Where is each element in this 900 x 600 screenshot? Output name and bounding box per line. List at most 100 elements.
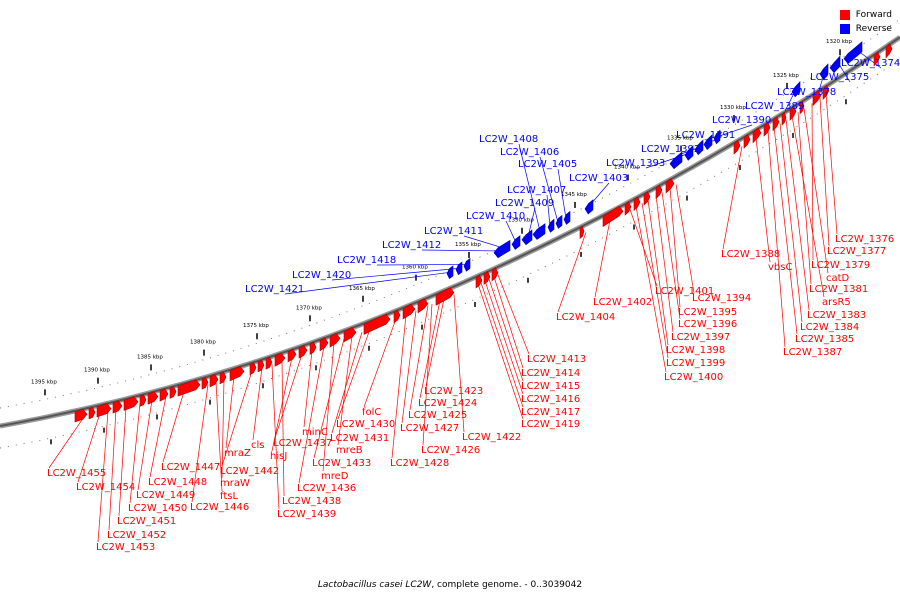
reverse-gene-arrow[interactable] [703, 134, 713, 150]
reverse-gene-arrow[interactable] [555, 214, 563, 229]
forward-gene-arrow[interactable] [147, 391, 159, 405]
forward-gene-arrow[interactable] [329, 333, 341, 348]
forward-gene-arrow[interactable] [483, 271, 491, 285]
forward-gene-arrow[interactable] [112, 400, 123, 414]
forward-gene-arrow[interactable] [752, 127, 762, 144]
gene-label: LC2W_1393 [606, 158, 665, 169]
forward-gene-arrow[interactable] [772, 116, 780, 132]
forward-gene-arrow[interactable] [789, 105, 797, 121]
forward-gene-arrow[interactable] [812, 90, 822, 107]
forward-gene-arrow[interactable] [435, 287, 455, 306]
forward-gene-arrow[interactable] [169, 386, 177, 399]
forward-gene-arrow[interactable] [655, 184, 663, 200]
scale-label: 1320 kbp [826, 39, 852, 45]
forward-gene-arrow[interactable] [74, 408, 88, 423]
leader-line [635, 206, 667, 373]
forward-gene-arrow[interactable] [229, 366, 245, 382]
leader-line [755, 137, 771, 263]
forward-gene-arrow[interactable] [763, 121, 771, 137]
forward-gene-arrow[interactable] [781, 111, 787, 126]
reverse-gene-arrow[interactable] [713, 129, 721, 145]
forward-gene-arrow[interactable] [201, 376, 209, 390]
reverse-gene-arrow[interactable] [684, 145, 694, 161]
forward-gene-arrow[interactable] [491, 267, 499, 282]
scale-label: 1395 kbp [31, 379, 57, 385]
forward-gene-arrow[interactable] [159, 388, 169, 402]
forward-gene-arrow[interactable] [123, 396, 139, 411]
reverse-gene-arrow[interactable] [791, 81, 801, 98]
gene-label: LC2W_1436 [297, 483, 356, 494]
leader-line [453, 294, 465, 433]
forward-gene-arrow[interactable] [579, 225, 585, 240]
gene-label: LC2W_1454 [76, 482, 135, 493]
gene-label: vbsC [768, 262, 792, 273]
reverse-gene-arrow[interactable] [493, 239, 511, 259]
reverse-gene-arrow[interactable] [455, 261, 463, 276]
strand-legend: Forward Reverse [839, 8, 892, 36]
forward-gene-arrow[interactable] [602, 205, 624, 228]
gene-label: LC2W_1411 [424, 226, 483, 237]
forward-gene-arrow[interactable] [643, 191, 651, 206]
leader-line [271, 364, 280, 510]
reverse-gene-arrow[interactable] [532, 223, 546, 240]
leader-line [149, 396, 167, 478]
reverse-gene-arrow[interactable] [521, 229, 533, 246]
leader-line [108, 409, 117, 531]
forward-gene-arrow[interactable] [177, 379, 201, 397]
forward-gene-arrow[interactable] [633, 196, 641, 211]
forward-gene-arrow[interactable] [743, 133, 751, 149]
leader-line [191, 384, 209, 503]
forward-gene-arrow[interactable] [319, 337, 329, 352]
forward-gene-arrow[interactable] [885, 43, 893, 59]
scale-label: 1360 kbp [402, 265, 428, 271]
forward-gene-arrow[interactable] [88, 407, 96, 420]
forward-gene-arrow[interactable] [363, 313, 391, 335]
reverse-gene-arrow[interactable] [694, 139, 704, 156]
reverse-gene-arrow[interactable] [511, 235, 521, 250]
reverse-gene-arrow[interactable] [446, 265, 454, 280]
leader-line [647, 199, 669, 346]
forward-gene-arrow[interactable] [274, 352, 286, 367]
forward-gene-arrow[interactable] [249, 362, 257, 375]
forward-gene-arrow[interactable] [96, 403, 112, 418]
reverse-gene-arrow[interactable] [819, 63, 829, 80]
reverse-gene-arrow[interactable] [547, 218, 555, 233]
gene-label: LC2W_1374 [841, 58, 900, 69]
forward-gene-arrow[interactable] [475, 274, 483, 289]
forward-gene-arrow[interactable] [822, 84, 830, 100]
leader-line [331, 332, 363, 434]
forward-gene-arrow[interactable] [209, 374, 219, 388]
reverse-gene-arrow[interactable] [563, 210, 571, 225]
forward-gene-arrow[interactable] [665, 178, 675, 194]
gene-label: folC [362, 407, 381, 418]
forward-gene-arrow[interactable] [343, 327, 357, 343]
leader-line [669, 187, 681, 308]
forward-gene-arrow[interactable] [393, 309, 401, 324]
gene-features[interactable] [74, 41, 893, 423]
forward-gene-arrow[interactable] [265, 356, 273, 370]
gene-label: LC2W_1387 [783, 347, 842, 358]
reverse-gene-arrow[interactable] [829, 55, 841, 74]
gene-label: LC2W_1424 [418, 398, 477, 409]
forward-gene-arrow[interactable] [257, 359, 265, 373]
reverse-gene-arrow[interactable] [584, 199, 594, 215]
reverse-gene-arrow[interactable] [669, 151, 683, 170]
gene-label: LC2W_1397 [671, 332, 730, 343]
leader-line [419, 300, 441, 399]
forward-gene-arrow[interactable] [298, 344, 308, 359]
forward-gene-arrow[interactable] [219, 371, 227, 385]
forward-gene-arrow[interactable] [309, 341, 317, 355]
forward-gene-arrow[interactable] [733, 139, 741, 155]
reverse-gene-arrow[interactable] [843, 41, 863, 65]
reverse-gene-arrow[interactable] [463, 257, 471, 272]
gene-label: LC2W_1446 [190, 502, 249, 513]
forward-gene-arrow[interactable] [624, 201, 632, 216]
leader-line [803, 108, 829, 274]
legend-reverse: Reverse [839, 22, 892, 36]
forward-gene-arrow[interactable] [139, 394, 147, 407]
forward-gene-arrow[interactable] [873, 51, 881, 67]
forward-gene-arrow[interactable] [799, 100, 805, 115]
forward-gene-arrow[interactable] [417, 298, 429, 314]
forward-gene-arrow[interactable] [287, 348, 297, 363]
forward-gene-arrow[interactable] [402, 303, 416, 320]
